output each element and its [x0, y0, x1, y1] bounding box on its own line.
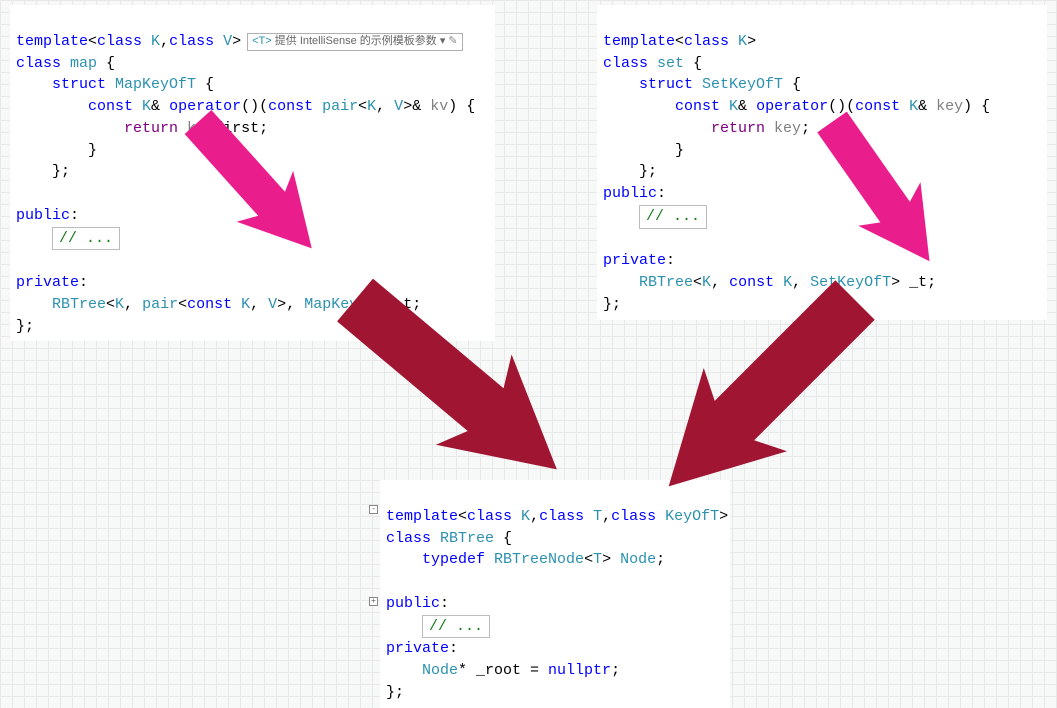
code-box-rbtree: template<class K,class T,class KeyOfT> c…	[380, 480, 730, 708]
outline-minus-icon[interactable]: -	[369, 505, 378, 514]
code-box-map: template<class K,class V><T> 提供 IntelliS…	[10, 5, 495, 341]
collapsed-region[interactable]: // ...	[52, 227, 120, 251]
collapsed-region[interactable]: // ...	[422, 615, 490, 639]
collapsed-region[interactable]: // ...	[639, 205, 707, 229]
outline-plus-icon[interactable]: +	[369, 597, 378, 606]
kw-template: template	[16, 33, 88, 50]
code-box-set: template<class K> class set { struct Set…	[597, 5, 1047, 320]
intellisense-hint[interactable]: <T> 提供 IntelliSense 的示例模板参数 ▾✎	[247, 33, 462, 51]
